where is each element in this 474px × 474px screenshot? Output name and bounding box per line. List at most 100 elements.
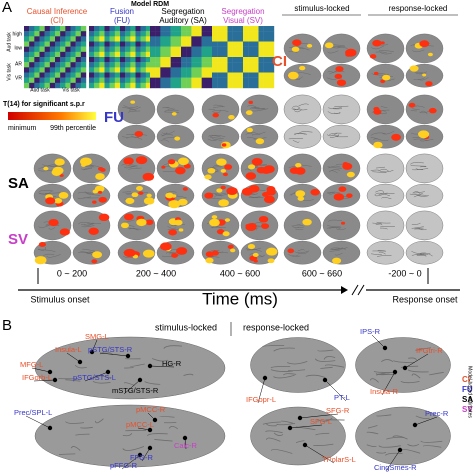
rdm-cell [206, 77, 213, 84]
activation [310, 188, 320, 196]
sulcus [167, 191, 177, 193]
rdm-cell [175, 31, 182, 37]
rdm-cell [222, 46, 228, 53]
sulcus [337, 46, 348, 49]
rdm-cell [181, 62, 187, 68]
sulcus [162, 130, 175, 135]
region-dot [152, 417, 158, 423]
sulcus [375, 166, 385, 169]
rdm-cell [109, 26, 116, 32]
rdm-cell [140, 67, 147, 73]
sulcus [70, 446, 81, 451]
rdm-cell [232, 41, 239, 47]
rdm-cell [44, 62, 51, 68]
rdm-cell [181, 82, 187, 89]
sulcus [129, 109, 137, 112]
sulcus [326, 224, 341, 227]
rdm-cell [24, 31, 30, 37]
rdm-cell [155, 67, 161, 73]
activation [168, 200, 181, 209]
rdm-cell [125, 57, 131, 63]
sulcus [380, 226, 395, 228]
rdm-cell [175, 82, 182, 89]
sulcus [45, 249, 56, 253]
sulcus [297, 249, 305, 252]
rdm-cell [130, 67, 136, 73]
sulcus [247, 105, 257, 107]
rdm-cell [89, 36, 95, 42]
rdm-cell [165, 57, 171, 63]
activation [295, 190, 306, 198]
activation [266, 186, 276, 193]
rdm-cell [268, 62, 275, 68]
rdm-cell [60, 51, 66, 58]
rdm-cell [70, 62, 76, 68]
activation [134, 130, 144, 137]
hemisphere [240, 94, 279, 125]
rdm-cell [150, 26, 156, 32]
sulcus [215, 225, 226, 229]
activation [266, 247, 278, 256]
rdm-cell [243, 36, 249, 42]
activation [427, 52, 433, 57]
sulcus [252, 131, 266, 136]
rdm-cell [160, 57, 166, 63]
rdm-cell [237, 46, 244, 53]
rdm-cell [181, 41, 187, 47]
rdm-cell [186, 51, 192, 58]
rdm-cell [243, 46, 249, 53]
matrix-label: Vis task [6, 63, 12, 81]
time-window: 400 ~ 600 [220, 268, 260, 278]
sulcus [48, 226, 56, 230]
rdm-cell [248, 67, 254, 73]
rdm-cell [227, 62, 233, 68]
rdm-cell [227, 36, 233, 42]
rdm-cell [232, 51, 239, 58]
rdm-cell [186, 62, 192, 68]
rdm-cell [258, 41, 264, 47]
rdm-cell [165, 72, 171, 78]
rdm-cell [145, 36, 152, 42]
sulcus [212, 110, 221, 114]
rdm-cell [109, 31, 116, 37]
activation [220, 185, 226, 190]
leader-line [414, 416, 438, 426]
rdm-cell [186, 67, 192, 73]
rdm-cell [80, 51, 87, 58]
sulcus [378, 445, 401, 448]
rdm-cell [24, 57, 30, 63]
rdm-cell [29, 62, 35, 68]
rdm-cell [120, 51, 126, 58]
activation [247, 223, 257, 230]
rdm-cell [39, 26, 45, 32]
rdm-cell [160, 41, 166, 47]
sulcus [415, 194, 429, 197]
rdm-cell [263, 67, 270, 73]
hemisphere [322, 94, 361, 125]
rdm-cell [140, 77, 147, 84]
activation [45, 197, 56, 205]
rdm-cell [104, 57, 110, 63]
rdm-cell [80, 46, 87, 53]
sulcus [329, 169, 340, 172]
rdm-cell [212, 41, 218, 47]
rdm-cell [201, 72, 208, 78]
rdm-cell [114, 26, 121, 32]
rdm-cell [99, 57, 105, 63]
rdm-cell [55, 36, 61, 42]
panel-label: B [2, 317, 12, 334]
rdm-cell [181, 72, 187, 78]
hemisphere [156, 94, 195, 125]
rdm-cell [170, 67, 177, 73]
sulcus [77, 196, 92, 199]
rdm-cell [44, 72, 51, 78]
rdm-cell [34, 26, 40, 32]
sulcus [411, 226, 424, 229]
rdm-cell [99, 26, 105, 32]
rdm-cell [206, 26, 213, 32]
rdm-cell [253, 82, 259, 89]
hemisphere [355, 406, 451, 466]
rdm-cell [130, 46, 136, 53]
rdm-cell [75, 62, 82, 68]
